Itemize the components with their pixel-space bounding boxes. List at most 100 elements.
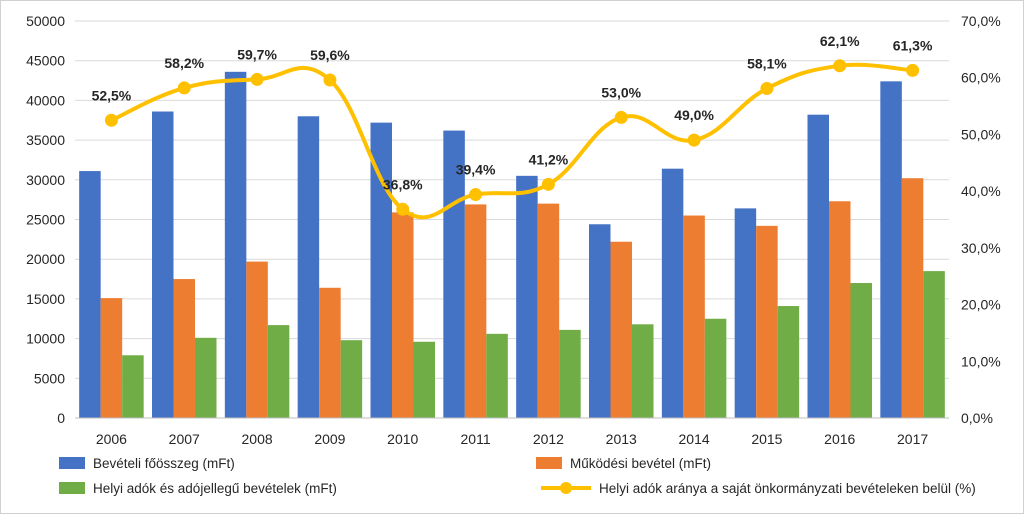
bar-operating-revenue <box>829 201 851 418</box>
y-left-tick-label: 35000 <box>26 132 65 148</box>
legend-swatch <box>59 457 85 469</box>
x-tick-label: 2008 <box>242 431 273 447</box>
y-right-tick-label: 0,0% <box>961 410 993 426</box>
bar-local-taxes <box>340 340 363 418</box>
x-tick-label: 2017 <box>897 431 928 447</box>
y-right-tick-label: 60,0% <box>961 70 1001 86</box>
bar-total-revenue <box>516 175 538 418</box>
bar-total-revenue <box>370 122 392 418</box>
tax-ratio-data-label: 62,1% <box>820 33 860 49</box>
bar-local-taxes <box>413 341 435 418</box>
tax-ratio-data-label: 59,7% <box>237 46 277 62</box>
tax-ratio-data-label: 41,2% <box>529 151 569 167</box>
bar-operating-revenue <box>173 279 195 418</box>
x-tick-label: 2014 <box>679 431 710 447</box>
bar-operating-revenue <box>537 203 560 418</box>
y-left-tick-label: 45000 <box>26 53 65 69</box>
tax-ratio-data-label: 39,4% <box>456 162 496 178</box>
x-tick-label: 2009 <box>314 431 345 447</box>
tax-ratio-point <box>541 177 555 191</box>
tax-ratio-data-label: 61,3% <box>893 37 933 53</box>
y-right-tick-label: 20,0% <box>961 297 1001 313</box>
x-tick-label: 2015 <box>751 431 782 447</box>
bar-operating-revenue <box>901 178 924 418</box>
bar-operating-revenue <box>756 225 778 418</box>
bar-operating-revenue <box>246 261 268 418</box>
tax-ratio-point <box>614 110 628 124</box>
tax-ratio-point <box>469 188 483 202</box>
x-tick-label: 2013 <box>606 431 637 447</box>
y-left-tick-label: 50000 <box>26 13 65 29</box>
tax-ratio-point <box>177 81 191 95</box>
legend-label: Működési bevétel (mFt) <box>570 456 711 471</box>
y-right-tick-label: 70,0% <box>961 13 1001 29</box>
tax-ratio-point <box>250 72 264 86</box>
y-left-tick-label: 15000 <box>26 291 65 307</box>
x-tick-label: 2006 <box>96 431 127 447</box>
tax-ratio-data-label: 36,8% <box>383 176 423 192</box>
tax-ratio-point <box>323 73 337 87</box>
y-right-tick-label: 30,0% <box>961 240 1001 256</box>
y-left-tick-label: 40000 <box>26 92 65 108</box>
legend: Bevételi főösszeg (mFt) Működési bevétel … <box>59 456 976 496</box>
bar-local-taxes <box>486 333 508 418</box>
y-left-tick-label: 5000 <box>34 370 65 386</box>
bar-local-taxes <box>777 306 800 418</box>
tax-ratio-data-label: 59,6% <box>310 47 350 63</box>
bar-total-revenue <box>880 81 902 419</box>
bar-operating-revenue <box>100 298 123 418</box>
legend-label: Bevételi főösszeg (mFt) <box>93 456 235 471</box>
bar-local-taxes <box>559 329 581 418</box>
x-tick-label: 2011 <box>461 431 491 447</box>
bar-total-revenue <box>661 168 684 418</box>
legend-label: Helyi adók aránya a saját önkormányzati … <box>599 481 976 496</box>
bar-local-taxes <box>632 324 654 418</box>
bar-local-taxes <box>267 325 290 418</box>
tax-ratio-data-label: 49,0% <box>674 107 714 123</box>
bar-operating-revenue <box>683 215 705 418</box>
tax-ratio-point <box>396 202 410 216</box>
y-left-tick-label: 10000 <box>26 331 65 347</box>
tax-ratio-point <box>760 81 774 95</box>
legend-label: Helyi adók és adójellegű bevételek (mFt) <box>93 481 337 496</box>
bar-total-revenue <box>79 171 101 418</box>
legend-swatch <box>536 457 562 469</box>
x-tick-label: 2010 <box>387 431 418 447</box>
tax-ratio-point <box>687 133 701 147</box>
bar-total-revenue <box>152 111 174 419</box>
tax-ratio-data-label: 53,0% <box>601 84 641 100</box>
bar-operating-revenue <box>319 287 341 418</box>
bar-operating-revenue <box>392 212 414 418</box>
tax-ratio-point <box>833 59 847 73</box>
bar-local-taxes <box>923 271 945 418</box>
bar-total-revenue <box>734 208 757 418</box>
y-right-tick-label: 40,0% <box>961 183 1001 199</box>
tax-ratio-data-label: 52,5% <box>92 87 132 103</box>
bar-local-taxes <box>195 337 217 418</box>
x-tick-label: 2012 <box>533 431 564 447</box>
bar-total-revenue <box>589 224 611 418</box>
tax-ratio-point <box>906 63 920 77</box>
y-right-tick-label: 50,0% <box>961 126 1001 142</box>
y-left-tick-label: 30000 <box>26 172 65 188</box>
axes: 0 5000 10000 15000 20000 25000 30000 35000 40000… <box>26 13 1001 447</box>
y-left-tick-label: 25000 <box>26 212 65 228</box>
x-tick-label: 2007 <box>169 431 200 447</box>
y-left-tick-label: 20000 <box>26 251 65 267</box>
bar-local-taxes <box>704 318 727 418</box>
gridlines <box>75 20 949 419</box>
bar-local-taxes <box>850 283 872 418</box>
tax-ratio-data-label: 58,1% <box>747 55 787 71</box>
bar-series <box>79 71 945 419</box>
legend-marker <box>560 482 572 494</box>
bar-operating-revenue <box>610 241 632 418</box>
tax-ratio-point <box>104 113 118 127</box>
data-labels: 52,5% 58,2% 59,7% 59,6% 36,8% 39,4% 41,2% 53,0%… <box>92 33 933 192</box>
bar-total-revenue <box>807 114 829 418</box>
bar-operating-revenue <box>464 204 487 418</box>
bar-total-revenue <box>297 116 320 418</box>
bar-total-revenue <box>224 71 247 418</box>
bar-local-taxes <box>122 355 144 418</box>
y-left-tick-label: 0 <box>57 410 65 426</box>
